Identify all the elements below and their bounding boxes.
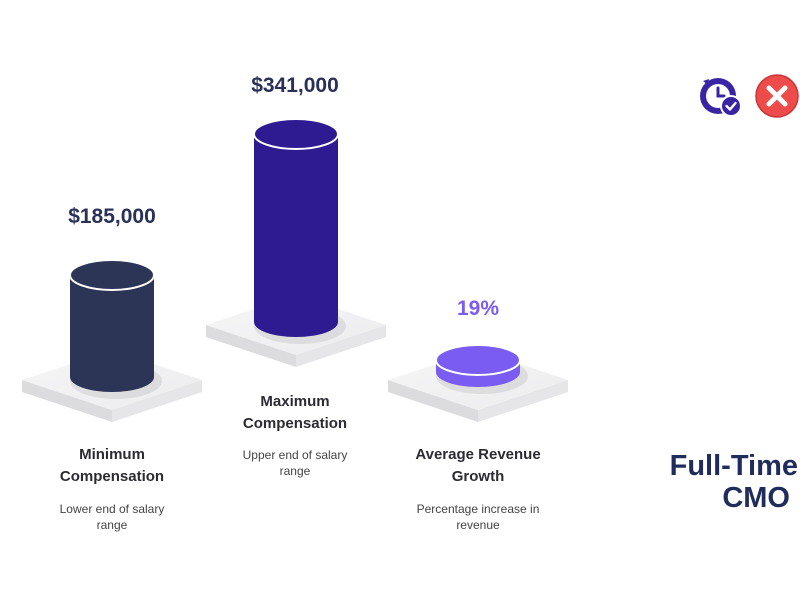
platform-side-left-2 <box>388 380 478 422</box>
category-desc-max: Upper end of salary range <box>242 448 348 478</box>
bar-1 <box>254 134 338 337</box>
bar-top-2 <box>435 344 521 376</box>
bar-0 <box>70 275 154 392</box>
headline-line-1: Full-Time <box>669 450 798 482</box>
bar-top-1 <box>253 118 339 150</box>
clock-check-icon <box>697 73 743 119</box>
bar-value-label-max: $341,000 <box>251 74 339 97</box>
headline: Full-Time CMO <box>598 450 798 514</box>
bar-top-0 <box>69 259 155 292</box>
headline-line-2: CMO <box>722 482 790 514</box>
category-label-min: Minimum Compensation <box>59 446 165 485</box>
platform-side-right-0 <box>112 380 202 422</box>
platform-side-left-0 <box>22 380 112 422</box>
close-x-icon <box>754 73 800 119</box>
category-label-max: Maximum Compensation <box>242 393 348 432</box>
category-desc-min: Lower end of salary range <box>59 502 165 532</box>
platform-side-right-1 <box>296 325 386 367</box>
category-label-growth: Average Revenue Growth <box>415 446 541 485</box>
category-desc-growth: Percentage increase in revenue <box>416 502 540 532</box>
bar-value-label-min: $185,000 <box>68 205 156 228</box>
platform-side-left-1 <box>206 325 296 367</box>
bar-value-label-growth: 19% <box>456 297 500 320</box>
platform-side-right-2 <box>478 380 568 422</box>
